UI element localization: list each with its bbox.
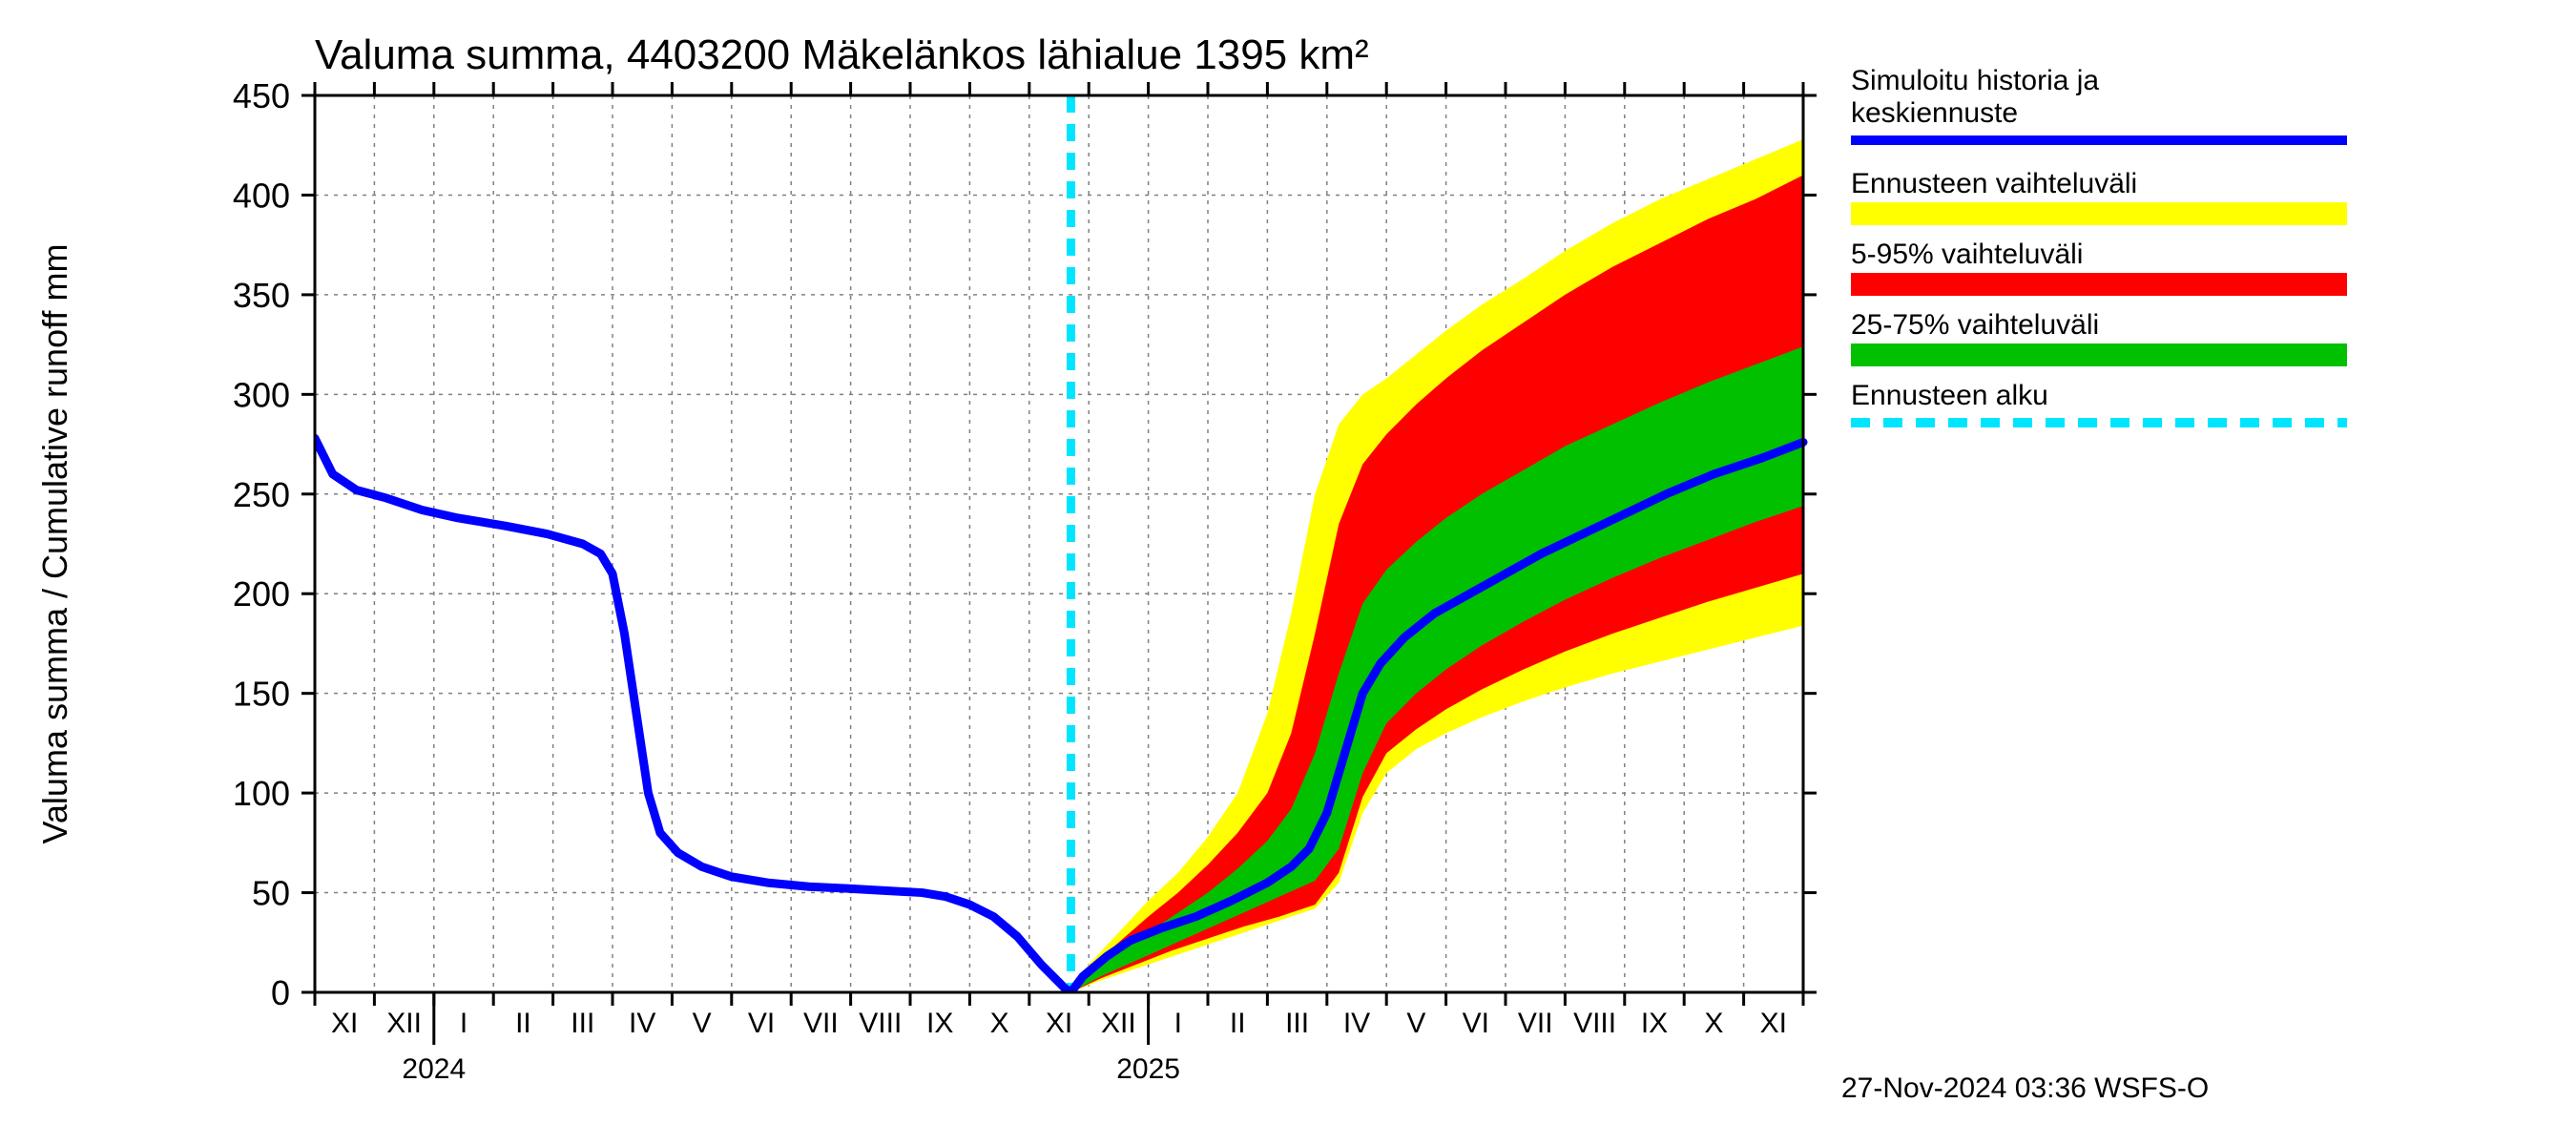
month-label: IV xyxy=(629,1008,655,1039)
month-label: XI xyxy=(331,1008,358,1039)
month-label: X xyxy=(990,1008,1009,1039)
year-label: 2025 xyxy=(1116,1053,1180,1085)
month-label: VII xyxy=(1518,1008,1553,1039)
month-label: II xyxy=(515,1008,531,1039)
month-label: IX xyxy=(1641,1008,1668,1039)
month-label: III xyxy=(1285,1008,1309,1039)
chart-title: Valuma summa, 4403200 Mäkelänkos lähialu… xyxy=(315,31,1369,78)
legend-label: 25-75% vaihteluväli xyxy=(1851,309,2099,341)
legend-swatch xyxy=(1851,202,2347,225)
legend-label: Ennusteen vaihteluväli xyxy=(1851,168,2137,199)
month-label: X xyxy=(1704,1008,1723,1039)
ytick-label: 450 xyxy=(233,76,290,115)
month-label: V xyxy=(693,1008,712,1039)
ytick-label: 250 xyxy=(233,475,290,514)
month-label: XI xyxy=(1760,1008,1787,1039)
ytick-label: 350 xyxy=(233,276,290,315)
month-label: VIII xyxy=(859,1008,902,1039)
ytick-label: 50 xyxy=(252,874,290,913)
month-label: XII xyxy=(386,1008,422,1039)
ytick-label: 150 xyxy=(233,675,290,714)
legend-label: 5-95% vaihteluväli xyxy=(1851,239,2083,270)
y-axis-label: Valuma summa / Cumulative runoff mm xyxy=(35,244,74,844)
month-label: III xyxy=(571,1008,594,1039)
month-label: I xyxy=(1174,1008,1182,1039)
month-label: IX xyxy=(926,1008,953,1039)
month-label: VIII xyxy=(1573,1008,1616,1039)
month-label: VII xyxy=(803,1008,839,1039)
ytick-label: 0 xyxy=(271,973,290,1012)
month-label: XI xyxy=(1046,1008,1072,1039)
month-label: I xyxy=(460,1008,467,1039)
ytick-label: 100 xyxy=(233,774,290,813)
month-label: VI xyxy=(1463,1008,1489,1039)
legend-swatch xyxy=(1851,273,2347,296)
chart-root: 050100150200250300350400450XIXIIIIIIIIIV… xyxy=(0,0,2576,1145)
chart-svg: 050100150200250300350400450XIXIIIIIIIIIV… xyxy=(0,0,2576,1145)
legend-swatch xyxy=(1851,344,2347,366)
month-label: XII xyxy=(1101,1008,1136,1039)
ytick-label: 400 xyxy=(233,176,290,215)
month-label: VI xyxy=(748,1008,775,1039)
legend-label: keskiennuste xyxy=(1851,97,2018,129)
legend-label: Simuloitu historia ja xyxy=(1851,65,2099,96)
month-label: V xyxy=(1406,1008,1425,1039)
month-label: IV xyxy=(1343,1008,1370,1039)
year-label: 2024 xyxy=(402,1053,466,1085)
month-label: II xyxy=(1230,1008,1246,1039)
ytick-label: 200 xyxy=(233,574,290,614)
ytick-label: 300 xyxy=(233,375,290,414)
legend-label: Ennusteen alku xyxy=(1851,380,2048,411)
footer-timestamp: 27-Nov-2024 03:36 WSFS-O xyxy=(1841,1072,2209,1104)
